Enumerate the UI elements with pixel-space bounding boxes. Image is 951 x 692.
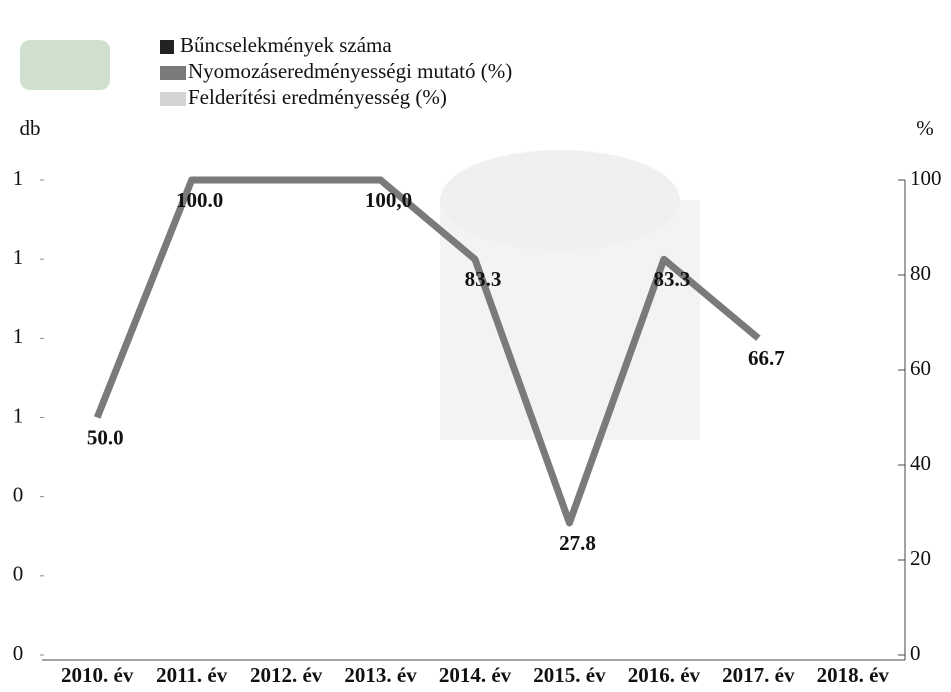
x-tick-label: 2018. év	[817, 663, 890, 687]
y-tick-label: 0	[13, 562, 24, 586]
data-label: 66.7	[748, 346, 785, 370]
x-tick-label: 2017. év	[722, 663, 795, 687]
logo	[20, 40, 110, 90]
y-tick-label: 1	[13, 245, 24, 269]
y2-tick-label: 60	[910, 356, 931, 380]
y2-tick-label: 80	[910, 261, 931, 285]
data-label: 83.3	[465, 267, 502, 291]
legend-swatch	[160, 66, 186, 80]
x-tick-label: 2011. év	[156, 663, 228, 687]
x-tick-label: 2013. év	[344, 663, 417, 687]
y2-tick-label: 40	[910, 451, 931, 475]
x-tick-label: 2015. év	[533, 663, 606, 687]
data-label: 100.0	[176, 188, 223, 212]
data-label: 100,0	[365, 188, 412, 212]
legend-swatch	[160, 92, 186, 106]
y-tick-label: 1	[13, 166, 24, 190]
legend-label: Nyomozáseredményességi mutató (%)	[188, 59, 512, 83]
y2-tick-label: 0	[910, 641, 921, 665]
data-label: 27.8	[559, 531, 596, 555]
x-tick-label: 2016. év	[628, 663, 701, 687]
data-label: 50.0	[87, 425, 124, 449]
legend-label: Bűncselekmények száma	[180, 33, 392, 57]
y2-tick-label: 100	[910, 166, 942, 190]
legend-label: Felderítési eredményesség (%)	[188, 85, 447, 109]
y2-tick-label: 20	[910, 546, 931, 570]
x-tick-label: 2012. év	[250, 663, 323, 687]
y-axis-label: db	[20, 116, 41, 140]
data-label: 83.3	[654, 267, 691, 291]
y2-axis-label: %	[916, 116, 934, 140]
y-tick-label: 0	[13, 641, 24, 665]
x-tick-label: 2010. év	[61, 663, 134, 687]
watermark	[440, 150, 680, 250]
chart: db % Bűncselekmények számaNyomozáseredmé…	[0, 0, 951, 692]
y-tick-label: 1	[13, 324, 24, 348]
legend-swatch	[160, 40, 174, 54]
y-tick-label: 0	[13, 482, 24, 506]
y-tick-label: 1	[13, 403, 24, 427]
x-tick-label: 2014. év	[439, 663, 512, 687]
